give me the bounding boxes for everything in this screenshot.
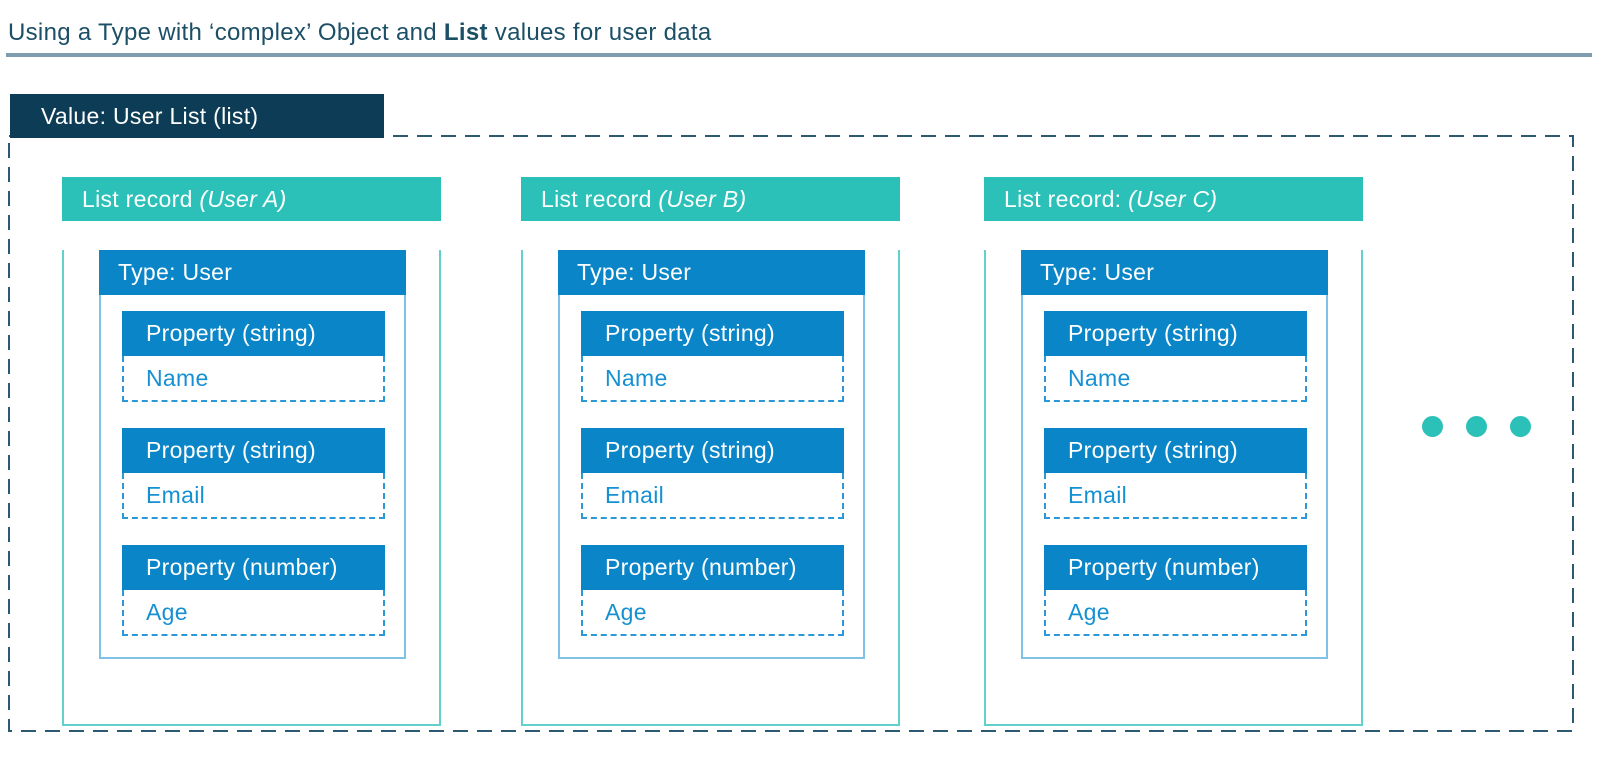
- property-header-label: Property (string): [605, 437, 775, 463]
- property-value: Name: [122, 356, 385, 402]
- property-value: Name: [581, 356, 844, 402]
- value-label: Value: User List (list): [41, 102, 259, 129]
- property-header-label: Property (string): [1068, 320, 1238, 346]
- list-record-header: List record (User A): [62, 177, 441, 221]
- property-group-name: Property (string) Name: [1044, 311, 1307, 402]
- property-group-name: Property (string) Name: [122, 311, 385, 402]
- property-value-label: Name: [1068, 364, 1131, 391]
- type-header: Type: User: [558, 250, 865, 295]
- property-header-label: Property (string): [146, 320, 316, 346]
- type-header: Type: User: [1021, 250, 1328, 295]
- list-record-card-user-b: List record (User B) Type: User Property…: [521, 177, 900, 726]
- property-header: Property (string): [1044, 428, 1307, 473]
- type-header-label: Type: User: [1040, 259, 1155, 285]
- type-header: Type: User: [99, 250, 406, 295]
- page-title: Using a Type with ‘complex’ Object and L…: [8, 19, 712, 47]
- list-record-header-emphasis: (User A): [199, 185, 287, 212]
- property-group-age: Property (number) Age: [122, 545, 385, 636]
- property-value: Email: [122, 473, 385, 519]
- list-record-body: Type: User Property (string) Name Proper…: [984, 250, 1363, 726]
- type-panel: Type: User Property (string) Name Proper…: [99, 250, 406, 659]
- property-value: Email: [581, 473, 844, 519]
- more-records-ellipsis: [1422, 416, 1531, 437]
- property-header-label: Property (number): [146, 554, 338, 580]
- property-header: Property (string): [581, 311, 844, 356]
- page-title-text-end: values for user data: [487, 19, 712, 46]
- ellipsis-dot-icon: [1466, 416, 1487, 437]
- property-header-label: Property (number): [1068, 554, 1260, 580]
- property-header-label: Property (string): [146, 437, 316, 463]
- property-header: Property (number): [1044, 545, 1307, 590]
- type-body: Property (string) Name Property (string)…: [558, 295, 865, 659]
- property-header: Property (number): [122, 545, 385, 590]
- property-group-email: Property (string) Email: [581, 428, 844, 519]
- property-header: Property (string): [122, 311, 385, 356]
- type-panel: Type: User Property (string) Name Proper…: [1021, 250, 1328, 659]
- user-list-container: List record (User A) Type: User Property…: [8, 135, 1574, 732]
- property-header-label: Property (string): [605, 320, 775, 346]
- value-label-box: Value: User List (list): [10, 94, 384, 138]
- title-underline: [6, 53, 1592, 57]
- list-record-card-user-c: List record: (User C) Type: User Propert…: [984, 177, 1363, 726]
- property-value-label: Age: [146, 598, 188, 625]
- property-header-label: Property (string): [1068, 437, 1238, 463]
- list-record-body: Type: User Property (string) Name Proper…: [521, 250, 900, 726]
- list-record-card-user-a: List record (User A) Type: User Property…: [62, 177, 441, 726]
- property-value-label: Name: [605, 364, 668, 391]
- ellipsis-dot-icon: [1510, 416, 1531, 437]
- list-record-header-emphasis: (User C): [1128, 185, 1218, 212]
- property-value: Age: [581, 590, 844, 636]
- page-title-text: Using a Type with ‘complex’ Object and: [8, 19, 444, 46]
- property-value-label: Age: [1068, 598, 1110, 625]
- property-header: Property (string): [1044, 311, 1307, 356]
- list-record-body: Type: User Property (string) Name Proper…: [62, 250, 441, 726]
- property-value: Name: [1044, 356, 1307, 402]
- page-title-bold-word: List: [443, 19, 488, 46]
- list-record-header-label: List record:: [1004, 185, 1122, 212]
- property-header: Property (string): [581, 428, 844, 473]
- property-group-email: Property (string) Email: [122, 428, 385, 519]
- type-body: Property (string) Name Property (string)…: [99, 295, 406, 659]
- property-value: Email: [1044, 473, 1307, 519]
- list-record-header: List record (User B): [521, 177, 900, 221]
- ellipsis-dot-icon: [1422, 416, 1443, 437]
- property-value-label: Email: [146, 481, 206, 508]
- type-body: Property (string) Name Property (string)…: [1021, 295, 1328, 659]
- property-header: Property (string): [122, 428, 385, 473]
- property-group-age: Property (number) Age: [1044, 545, 1307, 636]
- property-value: Age: [1044, 590, 1307, 636]
- list-record-header-label: List record: [82, 185, 193, 212]
- property-header-label: Property (number): [605, 554, 797, 580]
- property-value-label: Name: [146, 364, 209, 391]
- property-value-label: Email: [1068, 481, 1128, 508]
- property-group-name: Property (string) Name: [581, 311, 844, 402]
- property-group-age: Property (number) Age: [581, 545, 844, 636]
- property-value-label: Age: [605, 598, 647, 625]
- list-record-header: List record: (User C): [984, 177, 1363, 221]
- dashed-border: [8, 135, 1574, 732]
- property-group-email: Property (string) Email: [1044, 428, 1307, 519]
- property-value: Age: [122, 590, 385, 636]
- property-value-label: Email: [605, 481, 665, 508]
- type-panel: Type: User Property (string) Name Proper…: [558, 250, 865, 659]
- property-header: Property (number): [581, 545, 844, 590]
- type-header-label: Type: User: [577, 259, 692, 285]
- type-header-label: Type: User: [118, 259, 233, 285]
- list-record-header-emphasis: (User B): [658, 185, 747, 212]
- list-record-header-label: List record: [541, 185, 652, 212]
